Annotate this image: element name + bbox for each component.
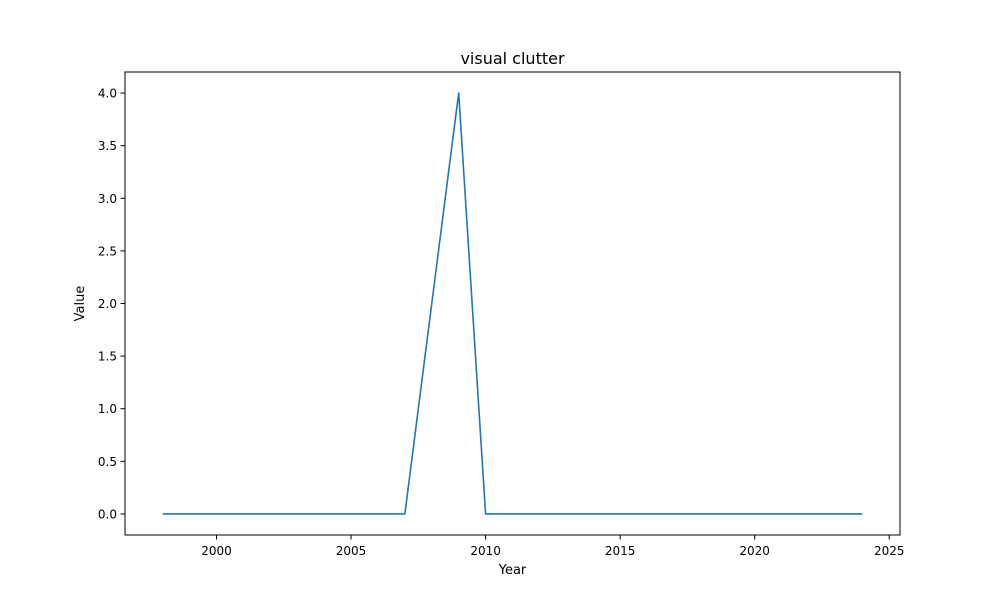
x-tick-label: 2010 [470, 544, 501, 558]
y-tick-label: 1.5 [98, 350, 117, 364]
x-tick-label: 2005 [336, 544, 367, 558]
y-tick-label: 1.0 [98, 402, 117, 416]
y-tick-label: 2.0 [98, 297, 117, 311]
series-layer [162, 92, 863, 515]
x-tick-label: 2000 [201, 544, 232, 558]
x-axis: 2000 2005 2010 2015 2020 2025 [201, 535, 905, 558]
chart-title: visual clutter [460, 49, 565, 68]
y-tick-label: 3.5 [98, 139, 117, 153]
y-axis: 0.0 0.5 1.0 1.5 2.0 2.5 3.0 3.5 4.0 [98, 87, 125, 521]
x-axis-label: Year [498, 563, 527, 578]
x-tick-label: 2015 [605, 544, 636, 558]
y-tick-label: 4.0 [98, 87, 117, 101]
y-tick-label: 2.5 [98, 244, 117, 258]
y-tick-label: 3.0 [98, 192, 117, 206]
y-tick-label: 0.0 [98, 507, 117, 521]
y-tick-label: 0.5 [98, 455, 117, 469]
series-line [162, 92, 863, 515]
x-tick-label: 2020 [739, 544, 770, 558]
x-tick-label: 2025 [874, 544, 905, 558]
y-axis-label: Value [73, 286, 88, 322]
